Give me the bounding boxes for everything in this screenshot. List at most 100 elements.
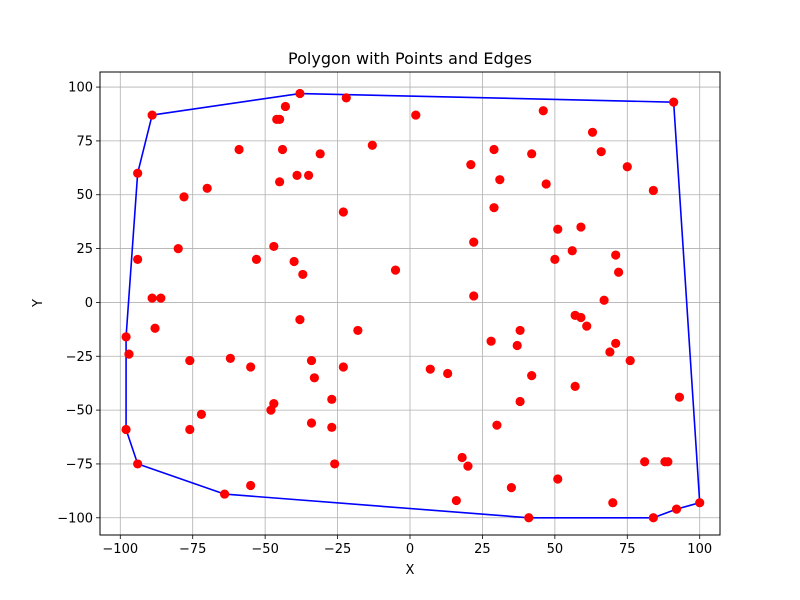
- data-point: [341, 93, 351, 103]
- data-point: [185, 355, 195, 366]
- data-point: [219, 489, 230, 499]
- data-point: [295, 315, 305, 325]
- data-point: [330, 459, 340, 469]
- x-tick-label: 50: [547, 542, 564, 557]
- data-point: [625, 355, 635, 366]
- data-point: [457, 452, 467, 463]
- data-point: [338, 207, 348, 217]
- data-point: [489, 203, 499, 213]
- data-point: [512, 340, 522, 351]
- data-point: [306, 418, 317, 428]
- data-point: [587, 127, 598, 137]
- data-point: [469, 291, 479, 301]
- data-point: [234, 144, 244, 155]
- data-point: [567, 246, 577, 256]
- data-point: [315, 149, 325, 159]
- data-point: [425, 364, 435, 374]
- y-tick-label: −100: [57, 511, 93, 526]
- data-point: [527, 371, 537, 381]
- y-tick-label: 50: [76, 188, 93, 203]
- data-point: [469, 237, 479, 247]
- data-point: [582, 321, 592, 331]
- data-point: [156, 293, 166, 303]
- y-axis-label: Y: [31, 299, 46, 308]
- data-point: [304, 170, 314, 180]
- x-axis-label: X: [406, 563, 415, 578]
- data-point: [451, 495, 461, 506]
- data-point: [327, 422, 337, 432]
- data-point: [225, 353, 235, 364]
- data-point: [327, 394, 337, 404]
- data-point: [275, 177, 285, 187]
- data-point: [277, 144, 288, 155]
- scatter-points: [121, 88, 705, 523]
- data-point: [489, 144, 499, 155]
- data-point: [492, 420, 502, 430]
- data-point: [640, 457, 650, 467]
- data-point: [280, 101, 291, 112]
- data-point: [605, 347, 615, 357]
- data-point: [443, 368, 453, 379]
- data-point: [121, 332, 131, 342]
- data-point: [150, 323, 160, 333]
- x-tick-label: 100: [687, 542, 712, 557]
- data-point: [576, 312, 586, 323]
- data-point: [411, 110, 421, 120]
- axis-ticks: −100 −75 −50 −25 0 25 50 75 100 −100 −75 −50 −25 0 25 5…: [57, 81, 712, 557]
- chart-title: Polygon with Points and Edges: [288, 49, 532, 68]
- x-tick-label: −25: [324, 542, 351, 557]
- data-point: [538, 106, 548, 116]
- data-point: [266, 405, 276, 415]
- data-point: [367, 140, 377, 150]
- data-point: [599, 295, 609, 305]
- data-point: [466, 160, 476, 170]
- data-point: [133, 168, 143, 178]
- y-tick-label: 75: [76, 134, 93, 149]
- data-point: [608, 498, 618, 508]
- data-point: [527, 149, 537, 159]
- y-tick-label: 100: [68, 81, 93, 96]
- data-point: [353, 325, 363, 336]
- data-point: [663, 457, 673, 467]
- data-point: [185, 424, 195, 435]
- y-tick-label: −25: [66, 350, 93, 365]
- x-tick-label: −100: [102, 542, 138, 557]
- x-tick-label: −75: [179, 542, 206, 557]
- x-tick-label: 75: [619, 542, 636, 557]
- data-point: [576, 222, 586, 232]
- data-point: [515, 325, 525, 336]
- data-point: [309, 373, 319, 383]
- x-tick-label: 0: [406, 542, 414, 557]
- data-point: [338, 362, 348, 372]
- data-point: [553, 474, 563, 484]
- data-point: [614, 267, 624, 277]
- data-point: [495, 175, 505, 185]
- data-point: [202, 183, 212, 193]
- grid-lines: [100, 72, 720, 535]
- data-point: [292, 170, 302, 180]
- data-point: [669, 97, 679, 107]
- y-tick-label: 0: [85, 296, 93, 311]
- x-tick-label: 25: [474, 542, 491, 557]
- data-point: [570, 381, 580, 392]
- data-point: [147, 110, 157, 120]
- data-point: [515, 396, 525, 407]
- y-tick-label: −50: [66, 404, 93, 419]
- data-point: [671, 504, 682, 514]
- data-point: [289, 256, 299, 267]
- x-tick-label: −50: [251, 542, 278, 557]
- y-tick-label: 25: [76, 242, 93, 257]
- data-point: [648, 185, 658, 196]
- data-point: [295, 88, 305, 99]
- data-point: [173, 243, 183, 254]
- data-point: [506, 483, 516, 493]
- data-point: [246, 362, 256, 372]
- data-point: [306, 355, 317, 366]
- data-point: [298, 269, 308, 280]
- data-point: [272, 114, 282, 124]
- data-point: [648, 513, 658, 523]
- data-point: [695, 498, 705, 508]
- data-point: [121, 424, 131, 435]
- data-point: [246, 480, 256, 491]
